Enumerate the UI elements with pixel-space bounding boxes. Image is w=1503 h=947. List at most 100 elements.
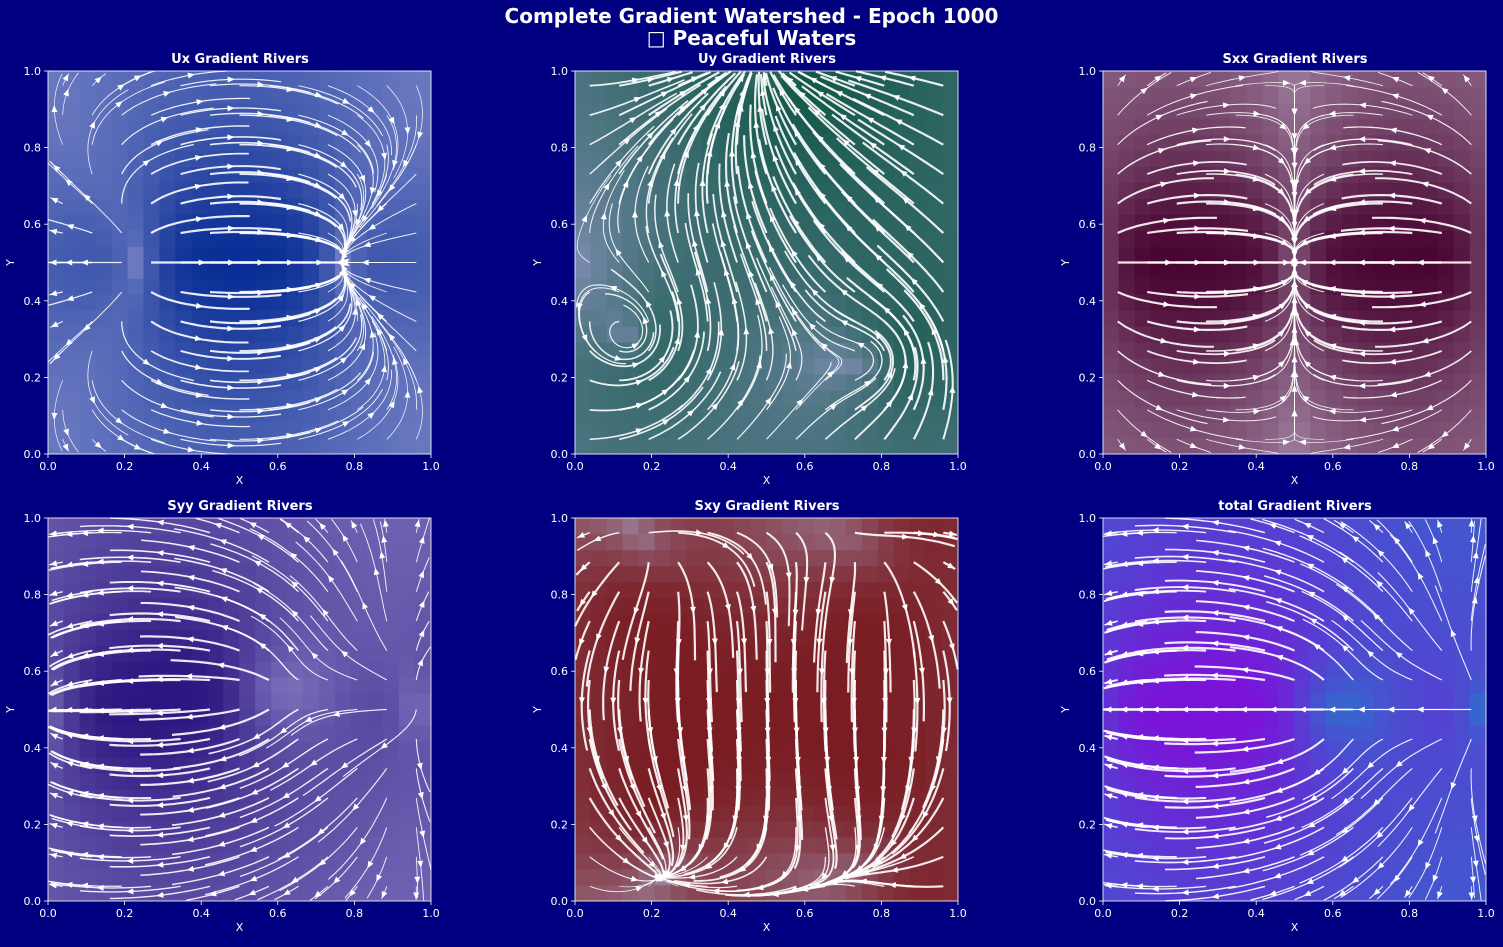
field-cell bbox=[1422, 262, 1439, 279]
field-cell bbox=[607, 342, 624, 359]
x-tick-label: 0.8 bbox=[873, 460, 891, 473]
field-cell bbox=[287, 358, 304, 375]
field-cell bbox=[80, 198, 97, 215]
field-cell bbox=[607, 310, 624, 327]
field-cell bbox=[255, 87, 272, 104]
field-cell bbox=[1151, 534, 1168, 551]
field-cell bbox=[127, 645, 144, 662]
field-cell bbox=[80, 103, 97, 120]
field-cell bbox=[1167, 262, 1184, 279]
field-cell bbox=[1167, 310, 1184, 327]
field-cell bbox=[591, 837, 608, 854]
field-cell bbox=[1246, 119, 1263, 136]
field-cell bbox=[399, 87, 416, 104]
field-cell bbox=[239, 693, 256, 710]
field-cell bbox=[702, 438, 719, 455]
field-cell bbox=[942, 71, 959, 88]
field-cell bbox=[1135, 150, 1152, 167]
field-cell bbox=[1454, 422, 1471, 439]
field-cell bbox=[1374, 374, 1391, 391]
field-cell bbox=[287, 262, 304, 279]
field-cell bbox=[686, 422, 703, 439]
field-cell bbox=[718, 566, 735, 583]
field-cell bbox=[303, 645, 320, 662]
field-cell bbox=[415, 438, 432, 455]
field-cell bbox=[702, 518, 719, 535]
field-cell bbox=[607, 853, 624, 870]
field-cell bbox=[271, 71, 288, 88]
field-cell bbox=[750, 438, 767, 455]
field-cell bbox=[702, 262, 719, 279]
field-cell bbox=[734, 422, 751, 439]
field-cell bbox=[798, 725, 815, 742]
field-cell bbox=[255, 566, 272, 583]
field-cell bbox=[64, 103, 81, 120]
field-cell bbox=[271, 693, 288, 710]
x-tick-label: 0.6 bbox=[269, 460, 287, 473]
field-cell bbox=[862, 805, 879, 822]
field-cell bbox=[1119, 422, 1136, 439]
field-cell bbox=[1230, 246, 1247, 263]
field-cell bbox=[1167, 709, 1184, 726]
field-cell bbox=[415, 166, 432, 183]
field-cell bbox=[207, 709, 224, 726]
field-cell bbox=[623, 725, 640, 742]
field-cell bbox=[48, 182, 65, 199]
y-tick-label: 0.2 bbox=[24, 818, 42, 831]
field-cell bbox=[1198, 422, 1215, 439]
field-cell bbox=[862, 677, 879, 694]
field-cell bbox=[942, 853, 959, 870]
field-cell bbox=[1390, 390, 1407, 407]
field-cell bbox=[1342, 87, 1359, 104]
field-cell bbox=[191, 374, 208, 391]
field-cell bbox=[623, 566, 640, 583]
field-cell bbox=[1103, 246, 1120, 263]
field-cell bbox=[575, 150, 592, 167]
field-cell bbox=[1135, 741, 1152, 758]
field-cell bbox=[575, 869, 592, 886]
field-cell bbox=[591, 358, 608, 375]
field-cell bbox=[591, 518, 608, 535]
field-cell bbox=[367, 597, 384, 614]
field-cell bbox=[1454, 246, 1471, 263]
field-cell bbox=[1103, 661, 1120, 678]
field-cell bbox=[734, 326, 751, 343]
field-cell bbox=[654, 741, 671, 758]
field-cell bbox=[271, 246, 288, 263]
field-cell bbox=[1135, 135, 1152, 152]
field-cell bbox=[143, 629, 160, 646]
field-cell bbox=[1119, 837, 1136, 854]
field-cell bbox=[351, 821, 368, 838]
field-cell bbox=[80, 278, 97, 295]
field-cell bbox=[223, 406, 240, 423]
field-cell bbox=[319, 645, 336, 662]
field-cell bbox=[1151, 262, 1168, 279]
field-cell bbox=[383, 661, 400, 678]
field-cell bbox=[127, 262, 144, 279]
field-cell bbox=[1135, 358, 1152, 375]
field-cell bbox=[367, 87, 384, 104]
field-cell bbox=[1390, 119, 1407, 136]
field-cell bbox=[830, 741, 847, 758]
field-cell bbox=[1119, 741, 1136, 758]
y-axis-label: Y bbox=[531, 706, 544, 714]
field-cell bbox=[191, 693, 208, 710]
field-cell bbox=[64, 310, 81, 327]
field-cell bbox=[351, 566, 368, 583]
field-cell bbox=[1198, 566, 1215, 583]
field-cell bbox=[830, 326, 847, 343]
field-cell bbox=[383, 837, 400, 854]
field-cell bbox=[415, 230, 432, 247]
field-cell bbox=[1294, 438, 1311, 455]
field-cell bbox=[1182, 709, 1199, 726]
field-cell bbox=[575, 422, 592, 439]
field-cell bbox=[1438, 342, 1455, 359]
field-cell bbox=[64, 150, 81, 167]
field-cell bbox=[415, 358, 432, 375]
field-cell bbox=[862, 789, 879, 806]
field-cell bbox=[112, 837, 129, 854]
field-cell bbox=[112, 150, 129, 167]
field-cell bbox=[575, 390, 592, 407]
field-cell bbox=[862, 534, 879, 551]
x-tick-label: 0.4 bbox=[192, 460, 210, 473]
